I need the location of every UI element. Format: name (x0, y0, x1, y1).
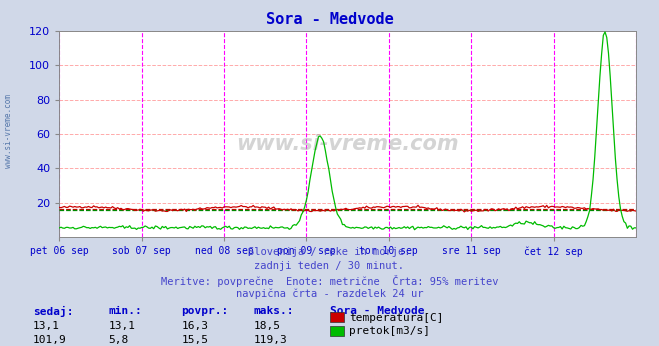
Text: 5,8: 5,8 (109, 335, 129, 345)
Text: Meritve: povprečne  Enote: metrične  Črta: 95% meritev: Meritve: povprečne Enote: metrične Črta:… (161, 275, 498, 287)
Text: maks.:: maks.: (254, 306, 294, 316)
Text: 16,3: 16,3 (181, 321, 208, 331)
Text: Sora - Medvode: Sora - Medvode (330, 306, 424, 316)
Text: Slovenija / reke in morje.: Slovenija / reke in morje. (248, 247, 411, 257)
Text: 101,9: 101,9 (33, 335, 67, 345)
Text: 15,5: 15,5 (181, 335, 208, 345)
Text: povpr.:: povpr.: (181, 306, 229, 316)
Text: 18,5: 18,5 (254, 321, 281, 331)
Text: zadnji teden / 30 minut.: zadnji teden / 30 minut. (254, 261, 405, 271)
Text: sedaj:: sedaj: (33, 306, 73, 317)
Text: pretok[m3/s]: pretok[m3/s] (349, 327, 430, 336)
Text: navpična črta - razdelek 24 ur: navpična črta - razdelek 24 ur (236, 289, 423, 299)
Text: 119,3: 119,3 (254, 335, 287, 345)
Text: 13,1: 13,1 (109, 321, 136, 331)
Text: temperatura[C]: temperatura[C] (349, 313, 444, 322)
Text: www.si-vreme.com: www.si-vreme.com (237, 134, 459, 154)
Text: www.si-vreme.com: www.si-vreme.com (4, 94, 13, 169)
Text: Sora - Medvode: Sora - Medvode (266, 12, 393, 27)
Text: 13,1: 13,1 (33, 321, 60, 331)
Text: min.:: min.: (109, 306, 142, 316)
